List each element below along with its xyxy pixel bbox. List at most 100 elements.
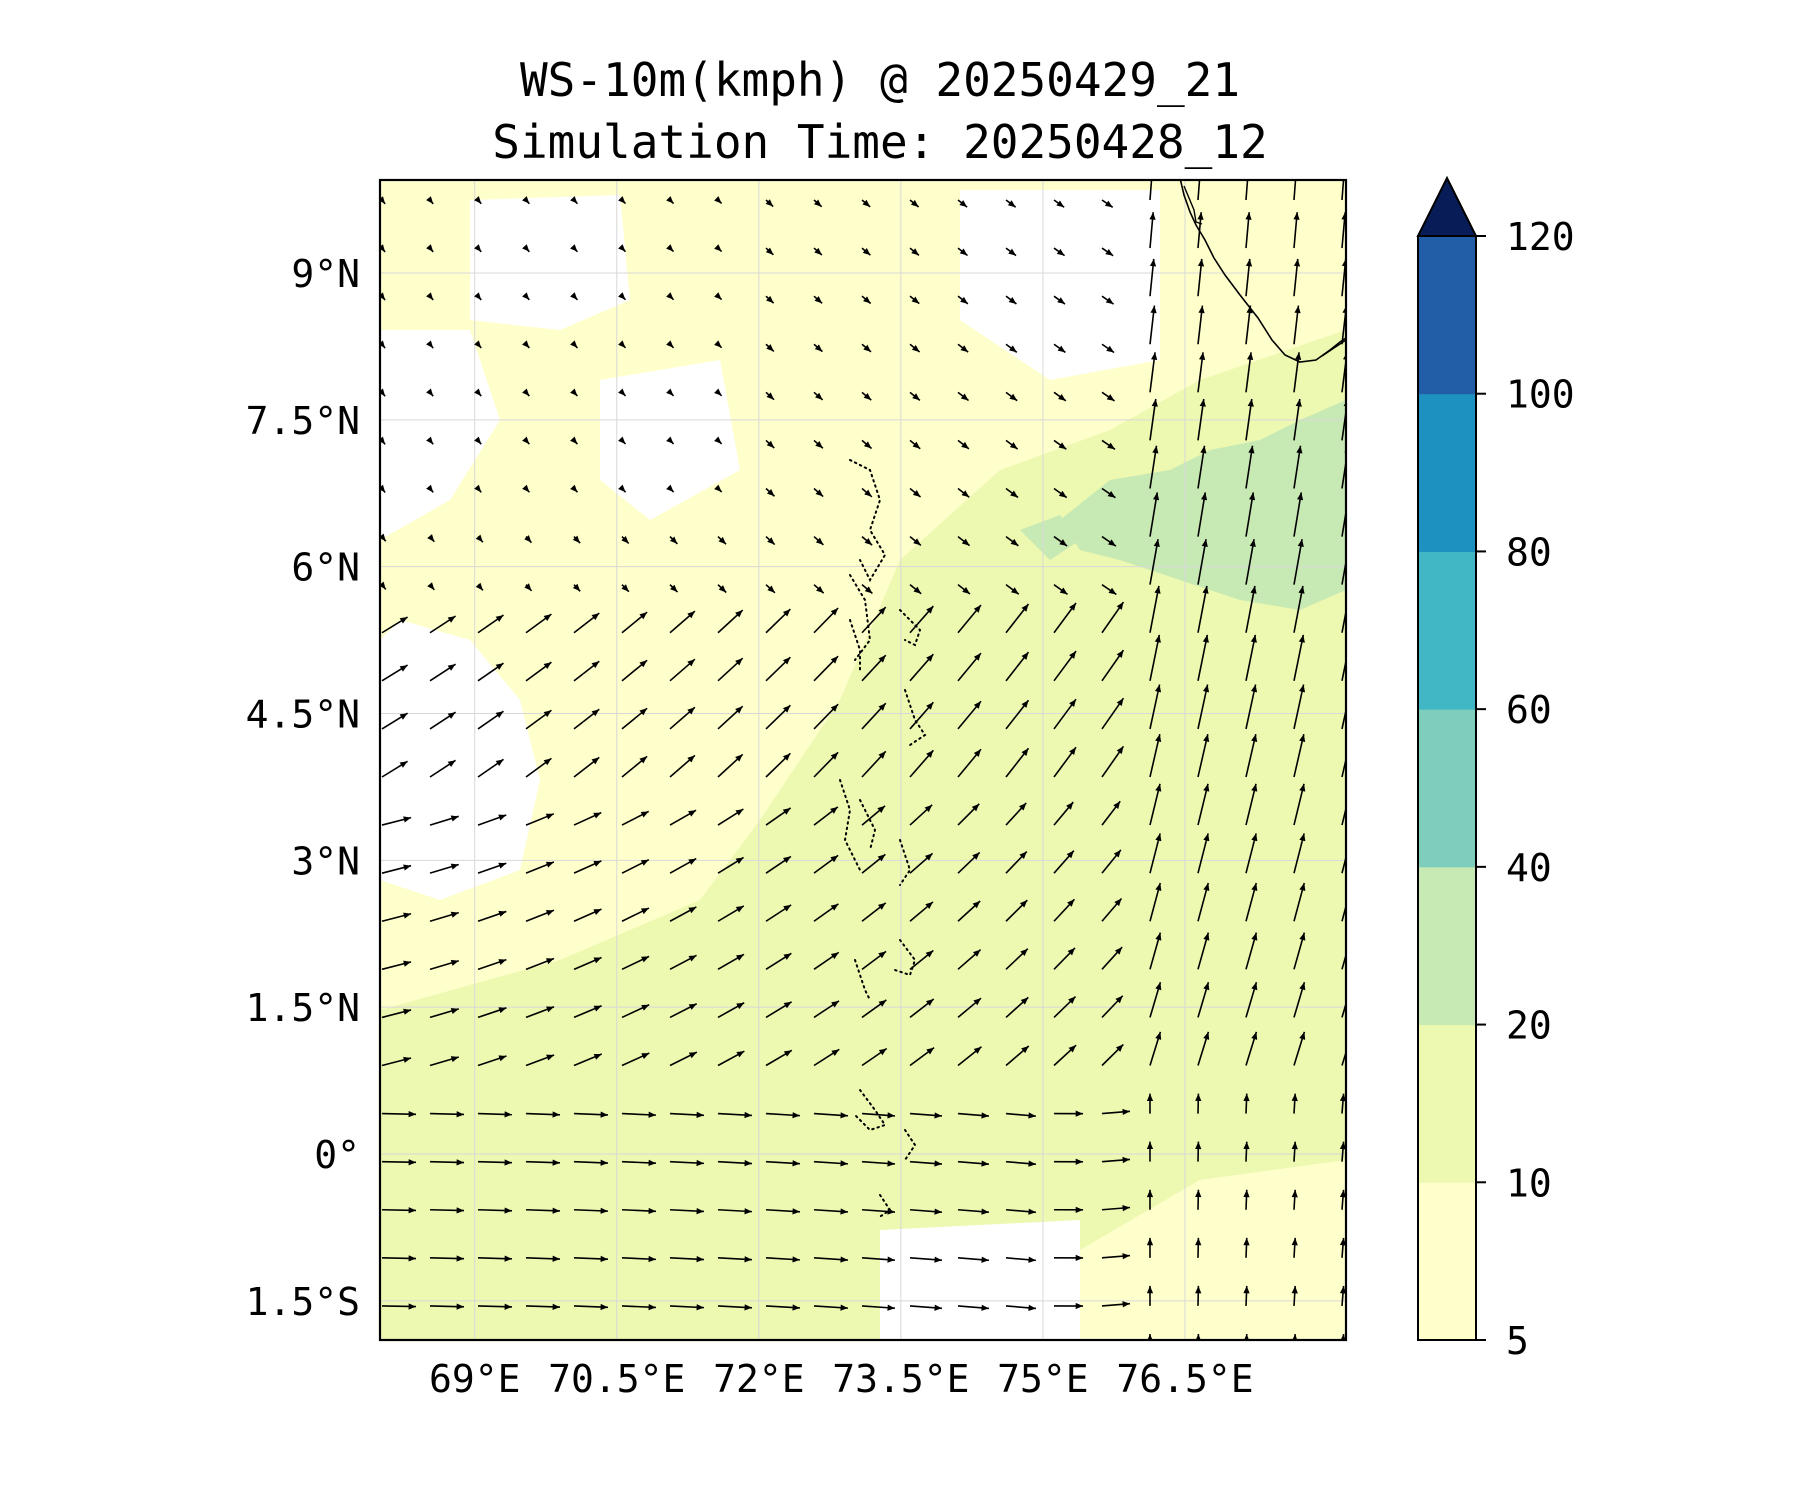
wind-arrow xyxy=(909,295,920,305)
wind-arrow-head xyxy=(714,436,722,444)
wind-arrow-head xyxy=(735,610,743,618)
wind-arrow xyxy=(1339,1093,1346,1114)
wind-arrow xyxy=(1341,854,1346,874)
wind-arrow-head xyxy=(504,1255,512,1262)
wind-arrow-head xyxy=(744,1304,752,1311)
wind-arrow xyxy=(909,852,934,874)
wind-arrow-head xyxy=(1008,297,1017,304)
wind-arrow-head xyxy=(403,1008,412,1015)
wind-arrow xyxy=(474,388,482,397)
wind-arrow-head xyxy=(972,949,981,957)
wind-arrow-head xyxy=(1247,352,1254,360)
wind-arrow xyxy=(1101,343,1115,354)
wind-arrow-head xyxy=(618,292,626,300)
wind-arrow-head xyxy=(1068,996,1076,1004)
wind-arrow xyxy=(765,487,776,497)
wind-arrow xyxy=(813,343,823,353)
wind-arrow xyxy=(381,960,412,971)
wind-arrow xyxy=(1005,1160,1036,1167)
wind-arrow xyxy=(1053,850,1075,874)
wind-arrow xyxy=(1243,1093,1250,1114)
wind-arrow xyxy=(714,388,723,397)
wind-arrow xyxy=(957,604,982,634)
wind-arrow xyxy=(1197,783,1210,826)
wind-arrow xyxy=(474,196,482,205)
wind-arrow xyxy=(1005,439,1019,450)
colorbar-segment xyxy=(1418,709,1476,868)
wind-arrow-shaft xyxy=(1293,585,1304,633)
wind-arrow xyxy=(621,907,650,922)
wind-arrow xyxy=(621,707,648,730)
wind-arrow-head xyxy=(961,538,970,546)
wind-arrow xyxy=(524,583,533,592)
wind-arrow xyxy=(429,815,459,826)
lat-tick-label: 1.5°N xyxy=(246,986,360,1030)
wind-arrow xyxy=(765,199,774,208)
wind-arrow-head xyxy=(1019,851,1027,860)
wind-arrow xyxy=(1101,800,1121,826)
atoll-2 xyxy=(899,609,922,647)
map-frame xyxy=(378,178,1348,1342)
wind-arrow-head xyxy=(641,1053,650,1059)
wind-arrow xyxy=(957,584,971,595)
wind-arrow-head xyxy=(1146,1285,1154,1294)
wind-arrow xyxy=(522,484,530,493)
wind-arrow xyxy=(1197,733,1210,778)
wind-arrow-head xyxy=(830,608,839,616)
wind-arrow xyxy=(570,292,578,301)
wind-arrow-shaft xyxy=(1341,354,1346,393)
wind-arrow-head xyxy=(450,1056,459,1063)
wind-arrow-head xyxy=(973,701,981,709)
wind-arrow xyxy=(1053,535,1068,547)
wind-arrow-shaft xyxy=(1245,492,1255,537)
wind-arrow-head xyxy=(593,909,602,915)
wind-arrow-shaft xyxy=(1149,684,1161,730)
wind-arrow-shaft xyxy=(526,1354,560,1355)
atoll-3 xyxy=(904,689,927,746)
wind-arrow-head xyxy=(640,811,649,818)
wind-arrow-head xyxy=(618,388,626,396)
wind-arrow xyxy=(717,1208,752,1215)
wind-arrow xyxy=(429,1255,465,1262)
wind-arrow xyxy=(669,1111,704,1119)
wind-arrow xyxy=(429,1111,465,1118)
wind-arrow-head xyxy=(912,489,921,498)
wind-arrow xyxy=(1245,258,1253,297)
wind-arrow-head xyxy=(744,1111,752,1119)
wind-arrow xyxy=(621,1207,657,1215)
lon-tick-label: 70.5°E xyxy=(548,1357,685,1401)
wind-arrow xyxy=(477,1111,513,1118)
wind-arrow xyxy=(1053,698,1077,730)
wind-arrow xyxy=(525,661,552,682)
wind-arrow xyxy=(429,911,459,923)
wind-arrow xyxy=(380,581,387,590)
wind-arrow-head xyxy=(878,703,886,711)
wind-arrow-head xyxy=(736,954,744,961)
wind-arrow-head xyxy=(1122,1301,1130,1308)
wind-arrow xyxy=(1197,492,1208,537)
wind-arrow-head xyxy=(840,1304,848,1311)
wind-arrow-head xyxy=(934,1304,942,1311)
wind-arrow xyxy=(429,959,459,971)
wind-arrow-head xyxy=(1056,248,1065,256)
wind-arrow xyxy=(1101,295,1115,305)
wind-arrow-head xyxy=(1246,305,1253,314)
wind-arrow-head xyxy=(1057,345,1066,353)
wind-arrow-head xyxy=(1339,1093,1346,1102)
wind-arrow xyxy=(909,199,920,208)
wind-arrow-head xyxy=(591,757,600,765)
wind-arrow xyxy=(1197,180,1201,201)
wind-arrow xyxy=(1339,1237,1346,1258)
wind-arrow-head xyxy=(1347,635,1353,643)
wind-arrow-head xyxy=(495,615,504,622)
wind-arrow-head xyxy=(1021,748,1029,757)
colorbar-tick-label: 20 xyxy=(1506,1004,1552,1048)
wind-arrow-shaft xyxy=(1341,805,1346,826)
wind-arrow-head xyxy=(1009,393,1018,401)
wind-arrow-head xyxy=(1069,651,1076,659)
wind-arrow xyxy=(621,611,648,634)
wind-arrow-head xyxy=(1058,442,1067,450)
wind-arrow xyxy=(525,1111,561,1118)
wind-arrow xyxy=(909,701,934,730)
wind-arrow xyxy=(621,1304,657,1311)
